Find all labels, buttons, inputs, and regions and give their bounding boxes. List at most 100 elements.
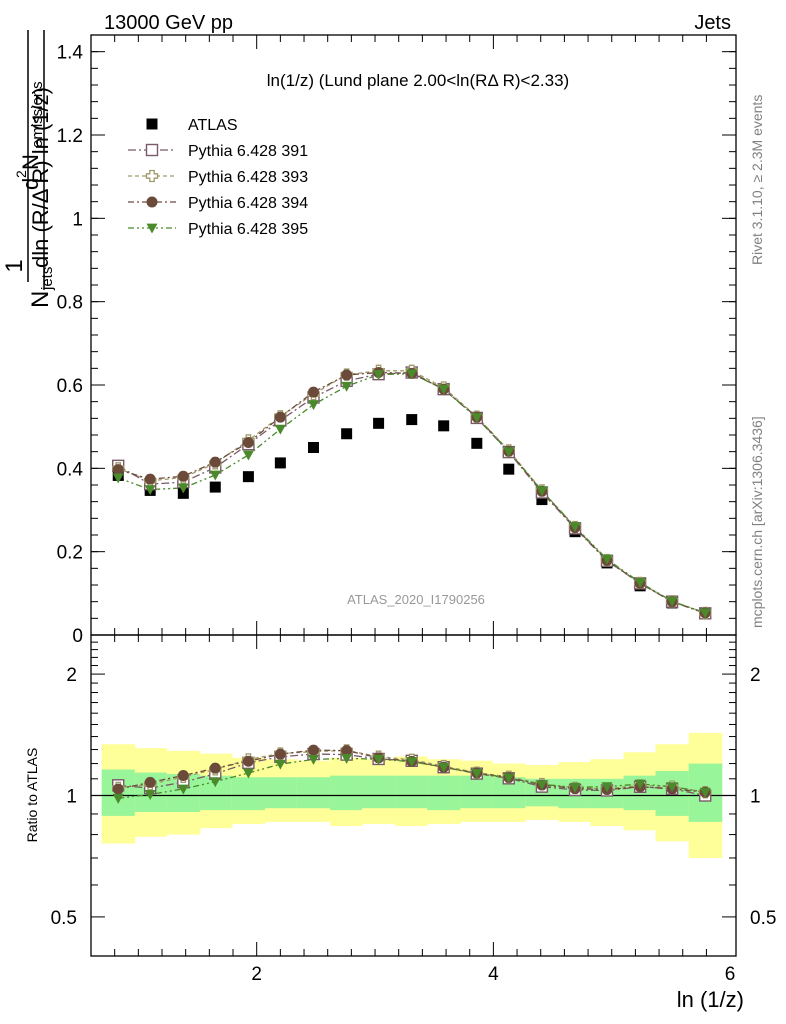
ratio-plot-data	[112, 744, 712, 804]
legend-label: Pythia 6.428 394	[188, 195, 308, 212]
main-y-ticks: 0 0.2 0.4 0.6 0.8 1 1.2 1.4	[57, 43, 736, 647]
data-point-s3	[144, 473, 156, 485]
data-point-s4	[569, 522, 581, 533]
main-ytick-label: 0.2	[57, 543, 83, 564]
ratio-band-inner	[427, 775, 461, 811]
header-right: Jets	[694, 12, 731, 34]
ratio-ytick-label: 1	[66, 787, 77, 808]
ratio-point-s3	[634, 779, 646, 790]
ratio-point-s2	[209, 762, 221, 774]
ratio-point-s2	[144, 776, 156, 788]
data-point-s4	[406, 369, 418, 380]
legend-marker	[145, 143, 159, 157]
legend-marker	[145, 169, 159, 183]
ratio-point-s3	[144, 790, 156, 800]
data-point-s3	[177, 470, 189, 482]
main-plot-data	[112, 364, 712, 620]
main-ytick-label: 0.4	[57, 459, 84, 480]
main-ytick-label: 1	[72, 209, 83, 230]
ratio-point-s2	[341, 745, 353, 757]
data-point-s4	[209, 470, 221, 481]
ratio-point-s3	[274, 759, 286, 770]
ylabel-jets: jets	[39, 267, 56, 291]
data-point-s3	[242, 437, 254, 448]
ratio-band-inner	[362, 775, 396, 809]
data-point-s4	[242, 450, 254, 461]
ylabel-N: N	[27, 291, 54, 308]
data-point-s4	[536, 486, 548, 497]
plot-title: ln(1/z) (Lund plane 2.00<ln(RΔ R)<2.33)	[267, 71, 569, 90]
side-label-rivet: Rivet 3.1.10, ≥ 2.3M events	[749, 95, 765, 265]
data-point-s0	[406, 414, 418, 426]
ratio-point-s3	[373, 754, 385, 765]
data-point-s4	[274, 424, 286, 435]
ratio-xtick-label: 6	[725, 964, 736, 985]
data-point-s3	[341, 369, 353, 381]
legend-marker	[146, 118, 158, 130]
ratio-point-s3	[209, 777, 221, 788]
ratio-point-s3	[471, 768, 483, 779]
x-axis-label: ln (1/z)	[677, 987, 744, 1012]
ratio-point-s3	[601, 782, 613, 793]
ratio-point-s3	[242, 768, 254, 779]
data-point-s4	[112, 473, 124, 484]
ratio-band-inner	[296, 777, 331, 809]
data-point-s4	[601, 554, 613, 565]
ratio-point-s3	[406, 757, 418, 768]
data-point-s4	[373, 370, 385, 381]
ratio-xtick-label: 2	[251, 964, 262, 985]
ratio-point-s2	[274, 748, 286, 760]
data-point-s0	[536, 494, 548, 506]
data-point-s0	[307, 442, 319, 453]
ratio-point-s3	[307, 754, 319, 765]
ratio-point-s3	[112, 793, 124, 804]
ratio-uncertainty-bands	[101, 732, 723, 858]
data-point-s0	[373, 417, 385, 429]
legend: ATLAS Pythia 6.428 391 Pythia 6.428 393 Pyt…	[128, 117, 308, 238]
data-point-s4	[471, 413, 483, 423]
ylabel-numerator-one: 1	[1, 259, 28, 272]
main-x-ticks	[114, 35, 707, 635]
ratio-point-s3	[536, 780, 548, 790]
data-point-s4	[699, 608, 711, 619]
data-point-s3	[209, 456, 221, 468]
ratio-point-s3	[666, 782, 678, 793]
ratio-point-s2	[242, 755, 254, 767]
legend-marker	[146, 223, 158, 234]
ratio-point-s3	[503, 773, 515, 784]
data-point-s4	[503, 447, 515, 458]
data-point-s0	[341, 428, 353, 440]
data-point-s3	[274, 411, 286, 423]
data-point-s4	[177, 483, 189, 494]
data-point-s0	[242, 471, 254, 483]
ratio-point-s2	[177, 769, 189, 781]
data-point-s0	[209, 481, 221, 493]
ratio-band-inner	[330, 775, 363, 811]
ratio-ytick-label-right: 2	[750, 665, 761, 686]
data-point-s0	[274, 457, 286, 469]
ylabel-d: d	[18, 178, 43, 190]
ratio-point-s3	[569, 782, 581, 793]
legend-label: Pythia 6.428 393	[188, 169, 308, 186]
analysis-tag: ATLAS_2020_I1790256	[347, 592, 485, 607]
main-ytick-label: 0.8	[57, 293, 83, 314]
ratio-axis-ticks: 0.5 0.5 1 1 2 2 2 4 6	[51, 635, 776, 985]
ratio-point-s3	[177, 784, 189, 795]
ylabel-emissions: emissions	[29, 81, 46, 148]
side-label-mcplots: mcplots.cern.ch [arXiv:1306.3436]	[749, 416, 765, 628]
data-point-s3	[307, 386, 319, 398]
data-point-s0	[503, 463, 515, 475]
main-ylabel: 1 N jets d 2 N emissions dln (R/Δ R) ln …	[1, 30, 56, 308]
data-point-s3	[112, 464, 124, 476]
ratio-ytick-label-right: 1	[750, 787, 761, 808]
ratio-point-s2	[307, 744, 319, 756]
ratio-point-s2	[112, 783, 124, 795]
data-point-s4	[307, 400, 319, 411]
ratio-panel: 0.5 0.5 1 1 2 2 2 4 6 Ratio to ATLAS ln (1/z)	[24, 634, 776, 1012]
ylabel-d-exponent: 2	[13, 170, 29, 178]
ratio-point-s3	[438, 762, 450, 773]
ratio-point-s3	[699, 787, 711, 798]
data-point-s4	[666, 596, 678, 607]
